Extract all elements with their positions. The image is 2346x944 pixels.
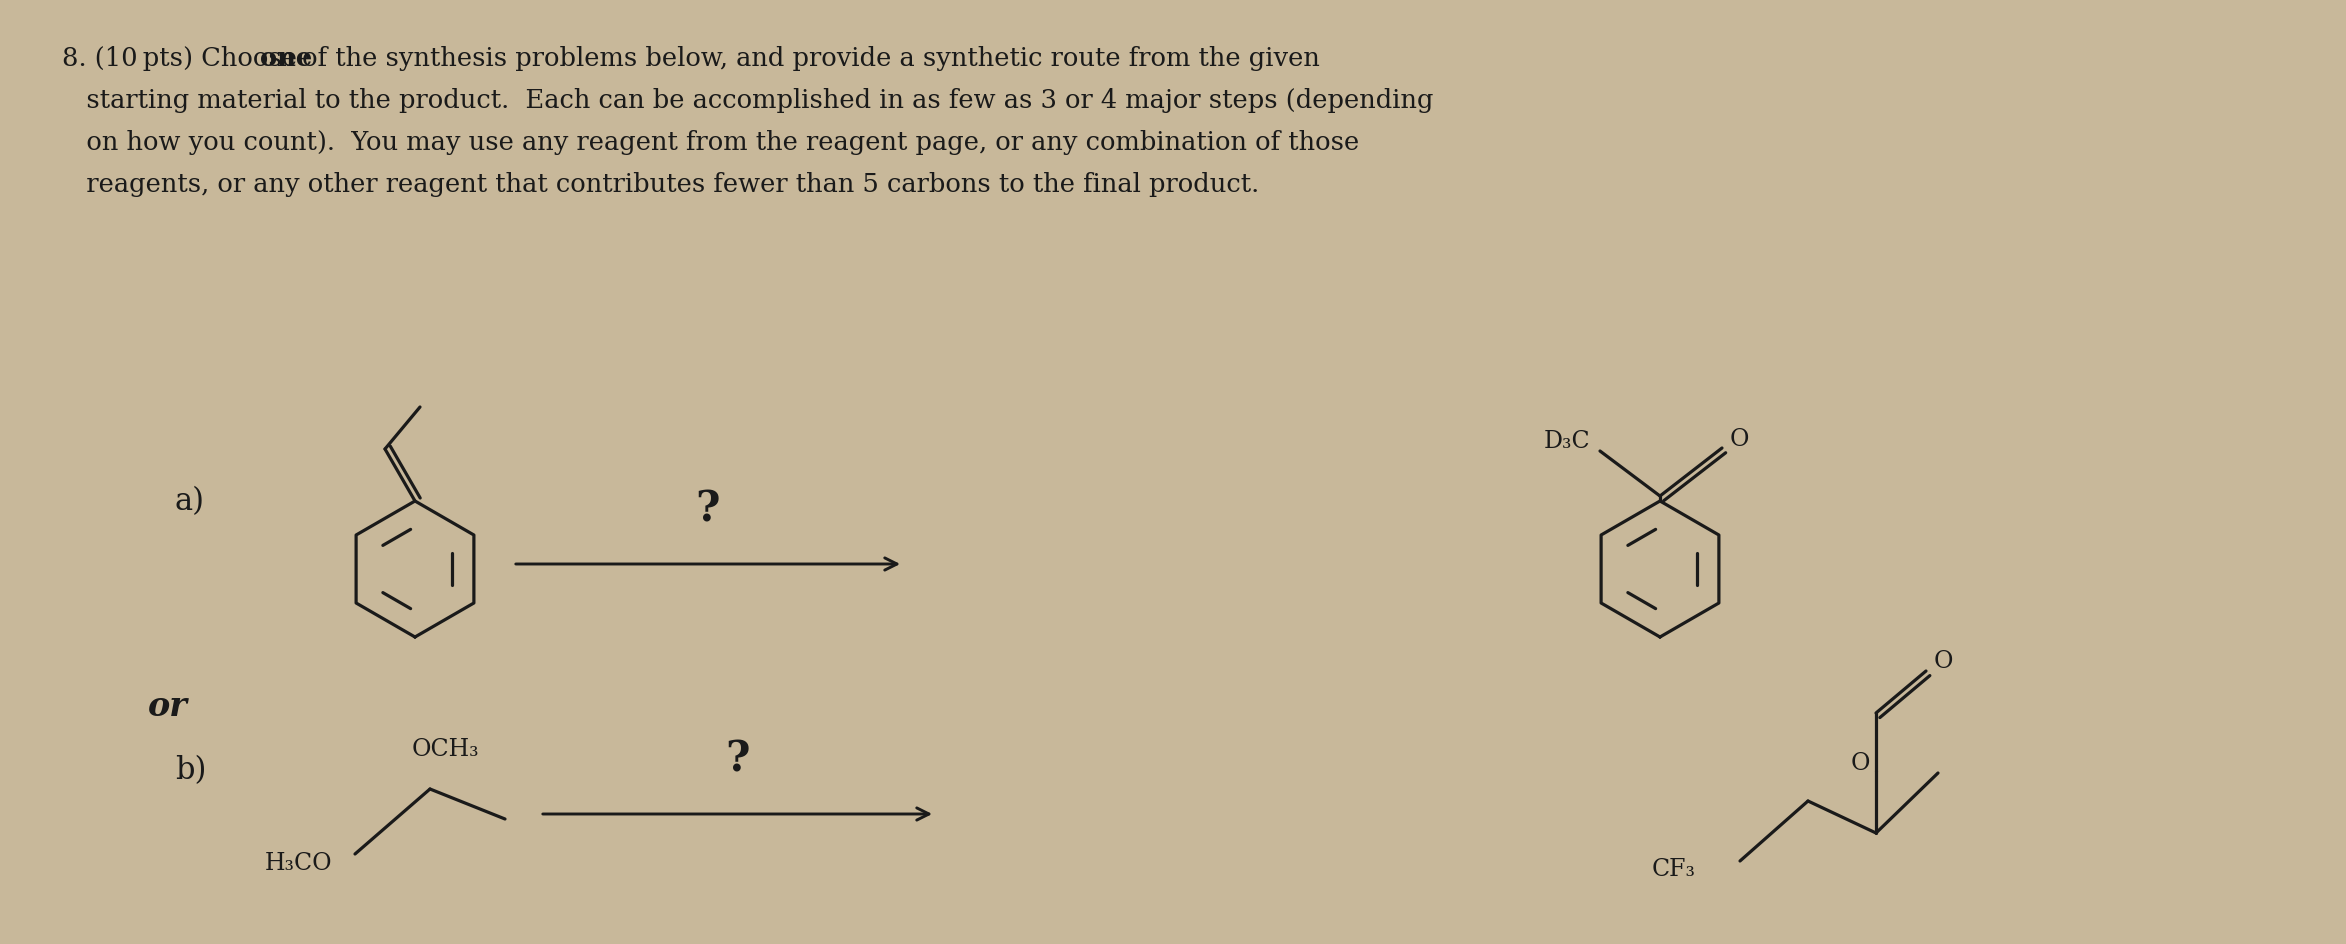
Text: O: O: [1729, 427, 1750, 450]
Text: O: O: [1933, 649, 1954, 673]
Text: a): a): [176, 485, 204, 516]
Text: ?: ?: [697, 488, 720, 531]
Text: on how you count).  You may use any reagent from the reagent page, or any combin: on how you count). You may use any reage…: [61, 130, 1358, 155]
Text: CF₃: CF₃: [1652, 857, 1696, 881]
Text: b): b): [176, 754, 206, 785]
Text: of the synthesis problems below, and provide a synthetic route from the given: of the synthesis problems below, and pro…: [293, 46, 1321, 71]
Text: ?: ?: [725, 738, 751, 780]
Text: O: O: [1851, 751, 1870, 775]
Text: OCH₃: OCH₃: [413, 737, 479, 760]
Text: one: one: [260, 46, 312, 71]
Text: reagents, or any other reagent that contributes fewer than 5 carbons to the fina: reagents, or any other reagent that cont…: [61, 172, 1260, 196]
Text: 8. (10 pts) Choose: 8. (10 pts) Choose: [61, 46, 305, 71]
Text: H₃CO: H₃CO: [265, 851, 333, 873]
Text: starting material to the product.  Each can be accomplished in as few as 3 or 4 : starting material to the product. Each c…: [61, 88, 1433, 113]
Text: D₃C: D₃C: [1544, 430, 1591, 453]
Text: or: or: [148, 689, 188, 722]
